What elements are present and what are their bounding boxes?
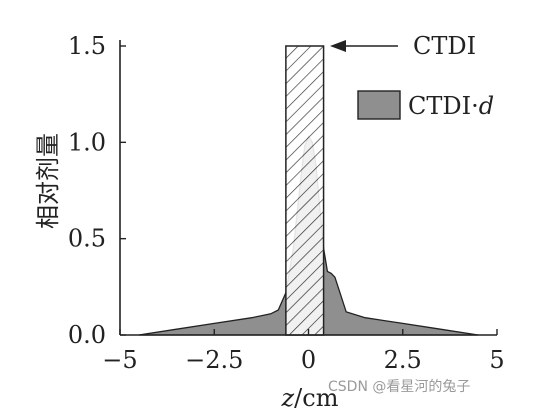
- x-tick-label: 2.5: [384, 346, 422, 374]
- y-ticks: 0.0 0.5 1.0 1.5: [68, 32, 126, 349]
- y-tick-label: 0.0: [68, 321, 106, 349]
- y-tick-label: 1.0: [68, 128, 106, 156]
- x-ticks: −5 −2.5 0 2.5 5: [102, 329, 505, 374]
- x-tick-label: 0: [301, 346, 316, 374]
- ctdi-annotation: CTDI: [330, 32, 476, 60]
- ctdi-rect: [285, 45, 325, 336]
- legend-label-ctdi-d: CTDI·d: [408, 92, 494, 120]
- ctdi-rect-layer: [285, 45, 325, 336]
- watermark: CSDN @看星河的兔子: [328, 379, 471, 395]
- legend-swatch-ctdi-d: [357, 90, 401, 120]
- x-axis-label: z/cm: [281, 384, 339, 409]
- y-tick-label: 0.5: [68, 225, 106, 253]
- y-axis-label: 相对剂量: [34, 133, 62, 229]
- ctdi-annotation-label: CTDI: [413, 32, 476, 60]
- x-tick-label: 5: [489, 346, 504, 374]
- x-tick-label: −5: [102, 346, 137, 374]
- legend: CTDI·d: [357, 90, 494, 120]
- ctdi-arrowhead-icon: [330, 40, 346, 52]
- x-tick-label: −2.5: [185, 346, 243, 374]
- y-tick-label: 1.5: [68, 32, 106, 60]
